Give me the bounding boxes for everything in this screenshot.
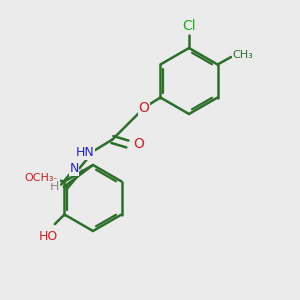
Text: OCH₃: OCH₃ — [24, 173, 54, 183]
Text: N: N — [69, 162, 79, 176]
Text: HN: HN — [75, 146, 94, 159]
Text: H: H — [50, 180, 59, 193]
Text: O: O — [139, 101, 149, 115]
Text: Cl: Cl — [182, 19, 196, 32]
Text: O: O — [134, 137, 144, 151]
Text: CH₃: CH₃ — [232, 50, 253, 61]
Text: HO: HO — [39, 230, 58, 243]
